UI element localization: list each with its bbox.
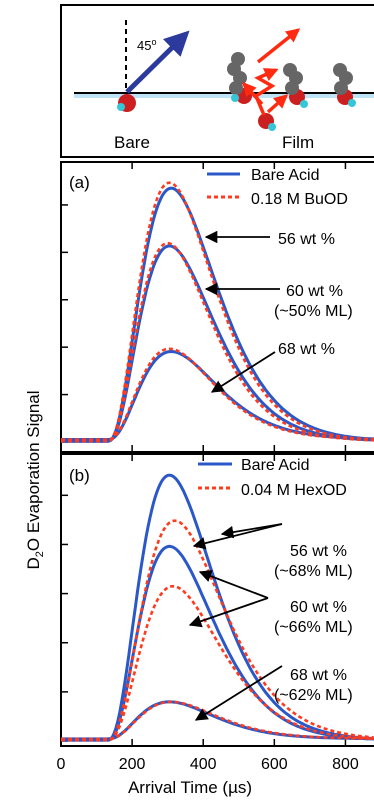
x-axis-label: Arrival Time (µs) <box>128 778 252 797</box>
annot-b-56-ml: (~68% ML) <box>274 563 353 580</box>
panel-a: (a) Bare Acid 0.18 M BuOD 56 wt % 60 wt … <box>60 161 374 453</box>
panel-b-annotations: 56 wt % (~68% ML) 60 wt % (~66% ML) 68 w… <box>188 523 353 721</box>
x-tick-label: 400 <box>190 756 217 773</box>
legend-a-bare-label: Bare Acid <box>251 167 319 184</box>
legend-b-bare-label: Bare Acid <box>241 457 309 474</box>
angle-label: 45o <box>137 37 156 53</box>
annot-b-68-ml: (~62% ML) <box>274 687 353 704</box>
evaporation-arrows <box>242 28 301 116</box>
schematic-frame <box>60 4 374 158</box>
film-label: Film <box>282 133 314 152</box>
series-film-curve <box>61 241 374 443</box>
x-tick-label: 600 <box>261 756 288 773</box>
panel-b-ticks <box>60 454 347 746</box>
bare-label: Bare <box>114 133 150 152</box>
annot-b-60: 60 wt % <box>290 599 347 616</box>
x-tick-label: 800 <box>332 756 359 773</box>
annot-b-60-arrow-1 <box>198 570 269 599</box>
liquid-surface <box>74 92 374 98</box>
legend-a-film-label: 0.18 M BuOD <box>251 191 348 208</box>
panel-a-ticks <box>60 162 347 452</box>
annot-b-56-arrow-2 <box>192 523 283 550</box>
annot-b-60-arrow-2 <box>188 597 269 628</box>
surfactant-chain-2 <box>283 63 308 108</box>
surfactant-chain-3 <box>333 63 356 107</box>
panel-a-label: (a) <box>69 173 90 192</box>
legend-b-film-label: 0.04 M HexOD <box>241 482 347 499</box>
annot-b-68: 68 wt % <box>290 667 347 684</box>
panel-b: (b) Bare Acid 0.04 M HexOD 56 wt % (~68%… <box>60 453 374 747</box>
annot-a-68: 68 wt % <box>278 341 335 358</box>
series-film-curve <box>61 700 374 741</box>
series-bare-curve <box>61 349 374 441</box>
y-axis-label: D2O Evaporation Signal <box>24 390 46 569</box>
series-film-curve <box>61 347 374 441</box>
x-tick-label: 0 <box>57 756 66 773</box>
schematic: 45o <box>60 4 374 158</box>
series-film-curve <box>61 584 374 742</box>
annot-a-56: 56 wt % <box>278 231 335 248</box>
panel-b-frame <box>60 453 374 747</box>
panel-b-legend: Bare Acid 0.04 M HexOD <box>198 457 347 499</box>
x-tick-label: 200 <box>119 756 146 773</box>
annot-b-68-arrow <box>194 665 283 721</box>
panel-a-legend: Bare Acid 0.18 M BuOD <box>207 167 348 208</box>
annot-b-60-ml: (~66% ML) <box>274 619 353 636</box>
annot-b-56: 56 wt % <box>290 543 347 560</box>
panel-a-frame <box>60 161 374 453</box>
panel-a-annotations: 56 wt % 60 wt % (~50% ML) 68 wt % <box>204 230 353 393</box>
panel-b-curves <box>61 473 374 742</box>
x-tick-labels: 0 200 400 600 800 <box>57 756 359 773</box>
panel-b-label: (b) <box>69 466 90 485</box>
incoming-beam-arrow <box>125 30 190 94</box>
annot-a-60-ml: (~50% ML) <box>274 303 353 320</box>
evaporating-water-molecule <box>258 113 276 131</box>
bare-water-molecule <box>117 94 136 112</box>
annot-a-60: 60 wt % <box>286 283 343 300</box>
annot-a-68-arrow <box>210 351 276 393</box>
